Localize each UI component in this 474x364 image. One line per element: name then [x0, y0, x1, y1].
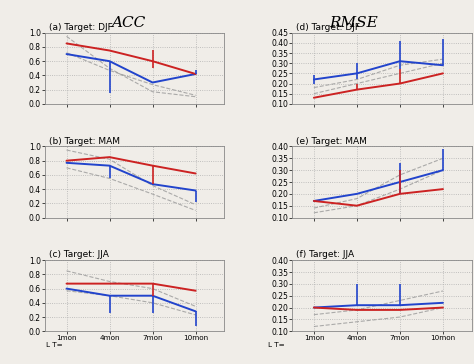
- Text: RMSE: RMSE: [329, 16, 377, 30]
- Text: L T=: L T=: [46, 342, 63, 348]
- Text: (e) Target: MAM: (e) Target: MAM: [296, 137, 367, 146]
- Text: L T=: L T=: [268, 342, 284, 348]
- Text: (c) Target: JJA: (c) Target: JJA: [49, 250, 109, 260]
- Text: (a) Target: DJF: (a) Target: DJF: [49, 23, 112, 32]
- Text: (b) Target: MAM: (b) Target: MAM: [49, 137, 119, 146]
- Text: ACC: ACC: [111, 16, 145, 30]
- Text: (d) Target: DJF: (d) Target: DJF: [296, 23, 360, 32]
- Text: (f) Target: JJA: (f) Target: JJA: [296, 250, 354, 260]
